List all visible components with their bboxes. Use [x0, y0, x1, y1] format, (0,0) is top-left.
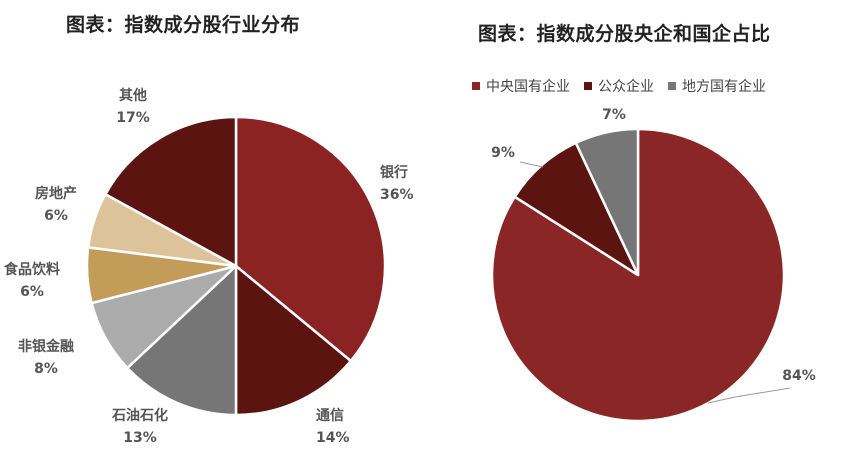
- pie1-data-label-5: 房地产 6%: [35, 185, 77, 224]
- pie1-slice-2: [126, 264, 238, 417]
- pie2-percent-label-1: 9%: [491, 145, 515, 161]
- legend-label-local-soe: 地方国有企业: [682, 79, 766, 95]
- pie1-category-label-4: 食品饮料: [4, 261, 60, 278]
- pie2-leader-line-0: [707, 387, 791, 404]
- pie1-percent-label-2: 13%: [123, 430, 157, 446]
- pie1-data-label-4: 食品饮料 6%: [4, 261, 60, 300]
- legend-item-local-soe: 地方国有企业: [668, 76, 766, 96]
- legend-swatch-local-soe: [668, 82, 676, 90]
- legend-swatch-public: [584, 82, 592, 90]
- pie1-percent-label-4: 6%: [20, 284, 44, 300]
- pie1-category-label-3: 非银金融: [18, 338, 74, 355]
- pie1-category-label-0: 银行: [380, 164, 408, 181]
- legend-item-public: 公众企业: [584, 76, 654, 96]
- chart-title-ownership: 图表：指数成分股央企和国企占比: [478, 23, 771, 45]
- pie2-leader-line-1: [519, 161, 544, 168]
- pie1-data-label-2: 石油石化 13%: [111, 407, 168, 446]
- pie1-category-label-1: 通信: [316, 407, 344, 424]
- legend-item-central-soe: 中央国有企业: [472, 76, 570, 96]
- pie1-percent-label-3: 8%: [34, 361, 58, 377]
- pie1-percent-label-5: 6%: [44, 208, 68, 224]
- pie1-percent-label-0: 36%: [380, 187, 414, 203]
- pie1-data-label-3: 非银金融 8%: [18, 338, 74, 377]
- pie2-data-label-2: 7%: [602, 107, 626, 123]
- pie1-data-label-0: 银行 36%: [380, 164, 414, 203]
- pie1-slice-6: [104, 115, 238, 268]
- pie1-percent-label-6: 17%: [116, 110, 150, 126]
- pie1-category-label-2: 石油石化: [111, 407, 168, 424]
- pie2-data-label-0: 84%: [782, 368, 816, 384]
- pie2-percent-label-0: 84%: [782, 368, 816, 384]
- legend-ownership: 中央国有企业 公众企业 地方国有企业: [472, 76, 766, 96]
- pie2-slice-1: [513, 141, 640, 277]
- chart-title-industry: 图表：指数成分股行业分布: [66, 14, 301, 36]
- pie1-category-label-6: 其他: [119, 87, 147, 104]
- pie1-percent-label-1: 14%: [316, 430, 350, 446]
- pie1-data-label-6: 其他 17%: [116, 87, 150, 126]
- pie2-percent-label-2: 7%: [602, 107, 626, 123]
- legend-swatch-central-soe: [472, 82, 480, 90]
- pie2-slice-2: [574, 127, 640, 277]
- pie1-data-label-1: 通信 14%: [316, 407, 350, 446]
- legend-label-central-soe: 中央国有企业: [486, 79, 570, 95]
- pie1-slice-1: [234, 264, 353, 417]
- legend-label-public: 公众企业: [598, 79, 654, 95]
- pie2-data-label-1: 9%: [491, 145, 515, 161]
- pie1-slice-0: [234, 115, 387, 363]
- pie1-category-label-5: 房地产: [35, 185, 77, 202]
